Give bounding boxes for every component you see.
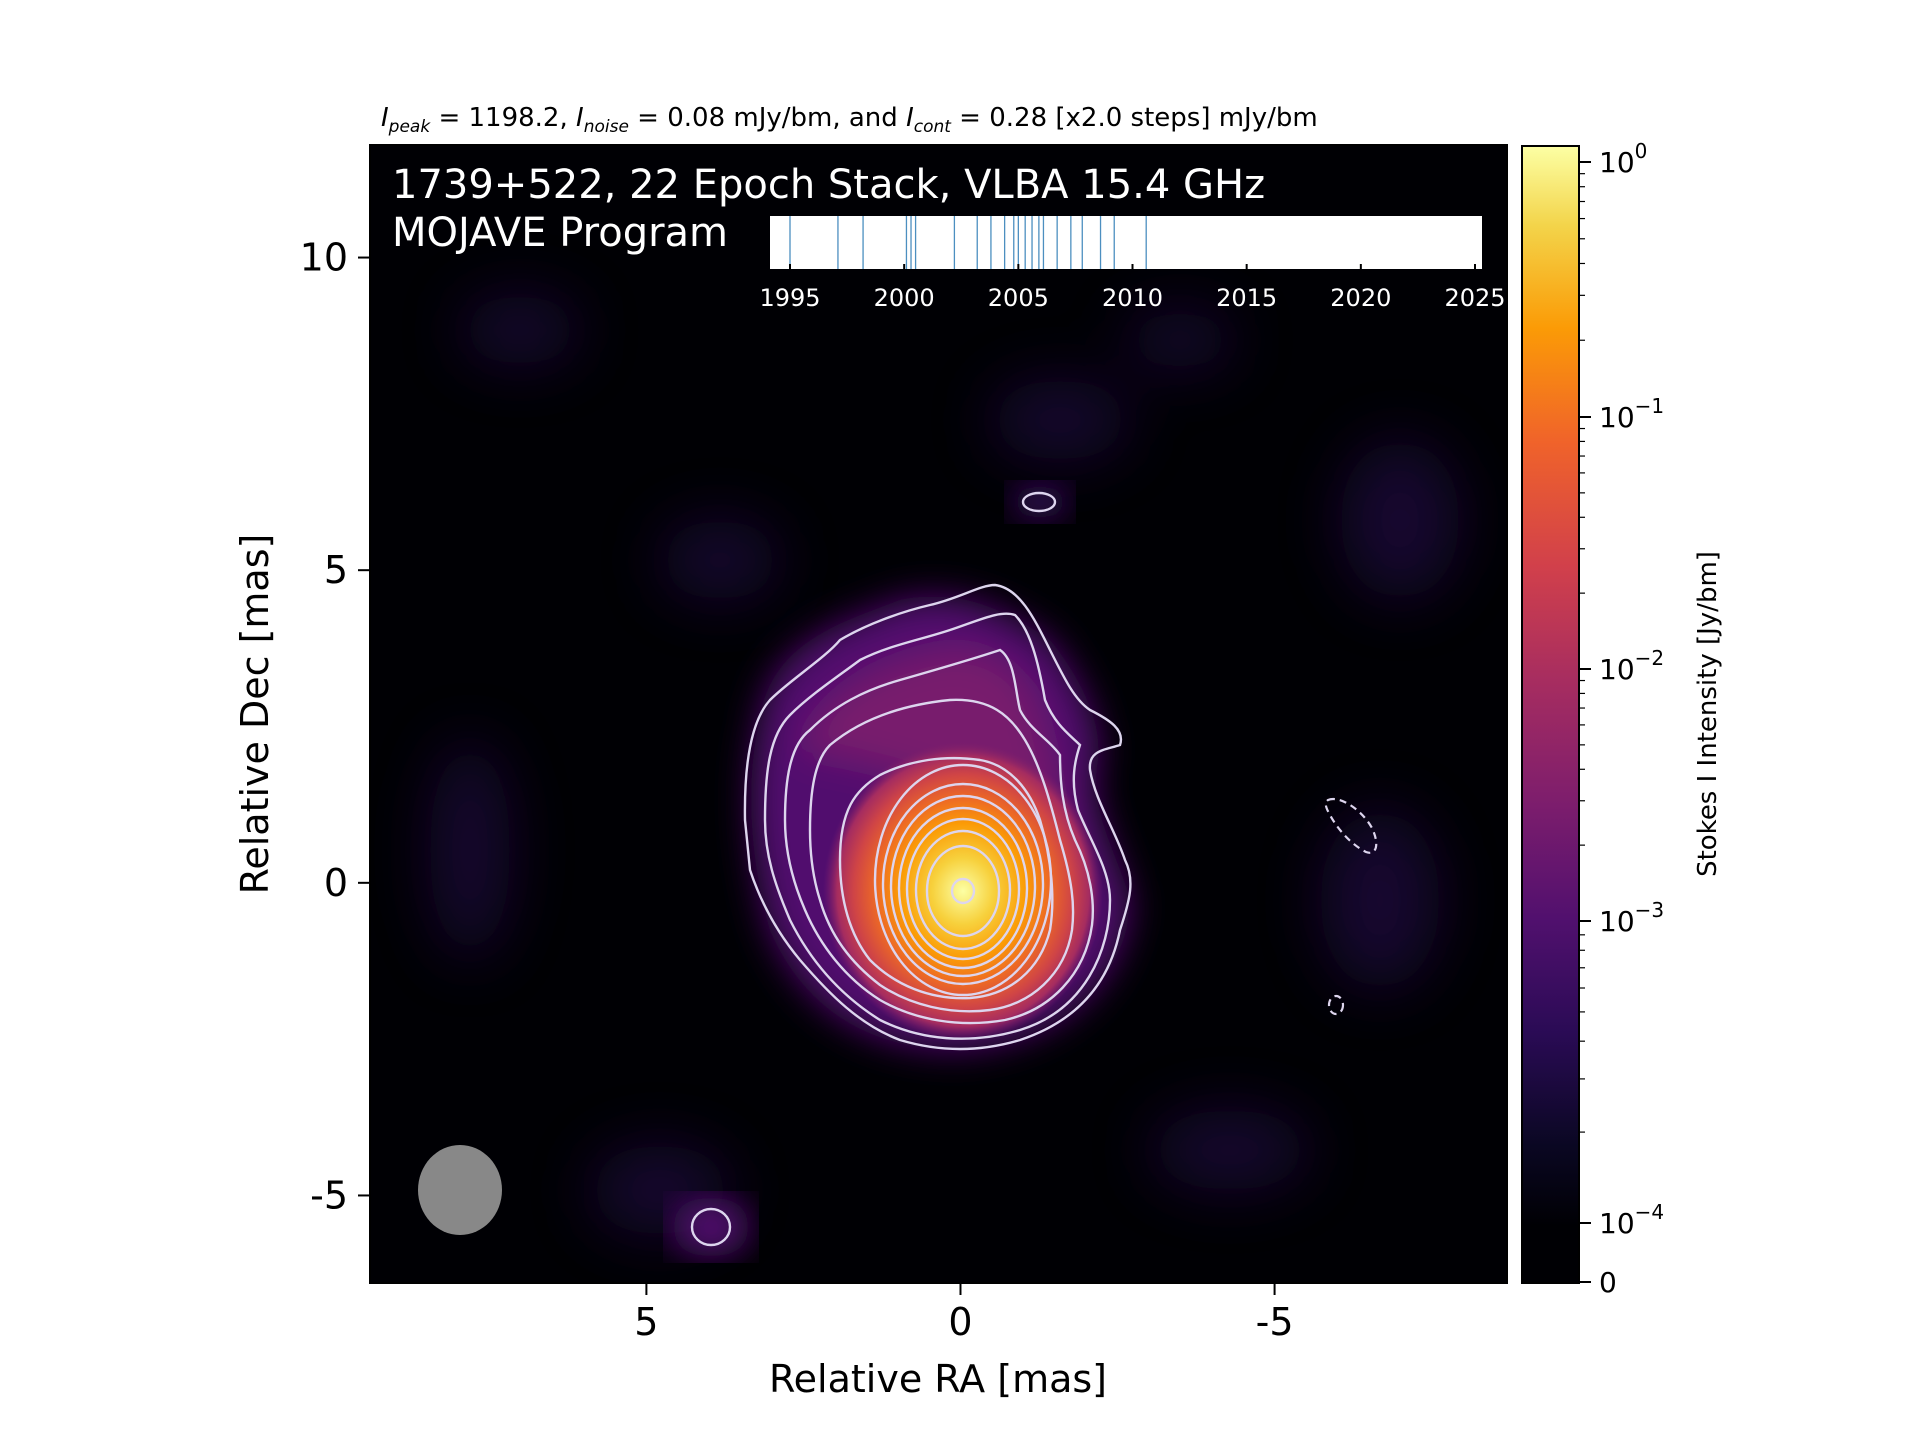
y-tick-label: 5	[324, 548, 348, 592]
x-tick-label: 5	[634, 1300, 658, 1344]
x-tick-label: 0	[948, 1300, 972, 1344]
epoch-tick-label: 2020	[1330, 284, 1391, 312]
header-cont-sub: cont	[914, 117, 953, 137]
contour-10	[905, 817, 1021, 961]
beam-ellipse	[418, 1145, 502, 1235]
contour-7	[881, 782, 1045, 986]
emission-blob	[671, 1197, 751, 1257]
colorbar-tick-label: 10−3	[1599, 898, 1664, 938]
header-peak-value: = 1198.2,	[430, 103, 576, 133]
contour-2	[763, 612, 1112, 1040]
header-peak-sub: peak	[388, 117, 432, 137]
emission-blob	[1010, 484, 1070, 520]
colorbar-zero-label: 0	[1599, 1266, 1617, 1299]
colorbar-ticks: 100 10−1 10−2 10−3 10−4 0	[1579, 139, 1664, 1299]
epoch-tick-label: 2015	[1216, 284, 1277, 312]
colorbar-label: Stokes I Intensity [Jy/bm]	[1693, 551, 1723, 877]
contour-9	[897, 806, 1029, 970]
header-cont-symbol: I	[906, 103, 914, 133]
contour-13	[950, 877, 976, 905]
plot-title-line1: 1739+522, 22 Epoch Stack, VLBA 15.4 GHz	[392, 162, 1265, 208]
epoch-tick-label: 2025	[1444, 284, 1505, 312]
header-peak-symbol: I	[381, 103, 389, 133]
x-tick-label: -5	[1256, 1300, 1294, 1344]
negative-contours	[1324, 797, 1378, 1016]
epoch-tick-label: 2000	[874, 284, 935, 312]
plot-frame	[369, 144, 1508, 1284]
noise-background	[430, 295, 1460, 1235]
colorbar-tick-label: 100	[1599, 139, 1647, 179]
x-axis: 5 0 -5	[634, 1283, 1294, 1344]
y-tick-label: 10	[300, 236, 348, 280]
header-cont-value: = 0.28 [x2.0 steps] mJy/bm	[951, 103, 1318, 133]
contours	[690, 491, 1132, 1247]
negative-contour-1	[1324, 797, 1378, 854]
image-plot: 1739+522, 22 Epoch Stack, VLBA 15.4 GHz …	[369, 144, 1508, 1284]
epoch-tick-label: 1995	[759, 284, 820, 312]
contour-1	[743, 583, 1132, 1051]
y-tick-label: -5	[310, 1173, 348, 1217]
y-tick-label: 0	[324, 861, 348, 905]
contour-12	[925, 844, 1001, 938]
epoch-tick-label: 2010	[1102, 284, 1163, 312]
epoch-timeline: 1995 2000 2005 2010 2015 2020 2025	[759, 216, 1506, 312]
epoch-timeline-box	[770, 216, 1482, 269]
header-text: Ipeak = 1198.2, Inoise = 0.08 mJy/bm, an…	[381, 103, 1318, 137]
plot-title-line2: MOJAVE Program	[392, 210, 728, 256]
contour-blob-north	[1021, 491, 1057, 513]
contour-8	[889, 794, 1037, 978]
contour-3	[783, 648, 1095, 1025]
header-noise-symbol: I	[576, 103, 584, 133]
colorbar-tick-label: 10−4	[1599, 1200, 1664, 1240]
epoch-axis: 1995 2000 2005 2010 2015 2020 2025	[759, 264, 1506, 312]
header-noise-sub: noise	[584, 117, 629, 137]
colorbar-frame	[1521, 145, 1580, 1284]
x-axis-label: Relative RA [mas]	[769, 1357, 1107, 1401]
colorbar-tick-label: 10−2	[1599, 646, 1664, 686]
contour-6	[873, 763, 1053, 997]
colorbar: 100 10−1 10−2 10−3 10−4 0 Stokes I Intensity …	[1521, 139, 1723, 1299]
header-noise-value: = 0.08 mJy/bm, and	[629, 103, 906, 133]
contour-blob-south	[690, 1207, 732, 1247]
contour-11	[914, 829, 1012, 951]
contour-4	[808, 698, 1075, 1013]
y-axis: 10 5 0 -5	[300, 236, 370, 1217]
y-axis-label: Relative Dec [mas]	[233, 534, 277, 895]
epoch-lines	[789, 216, 1147, 269]
colorbar-bar	[1522, 146, 1579, 1283]
colorbar-tick-label: 10−1	[1599, 394, 1664, 434]
epoch-tick-label: 2005	[988, 284, 1049, 312]
negative-contour-2	[1327, 994, 1345, 1016]
